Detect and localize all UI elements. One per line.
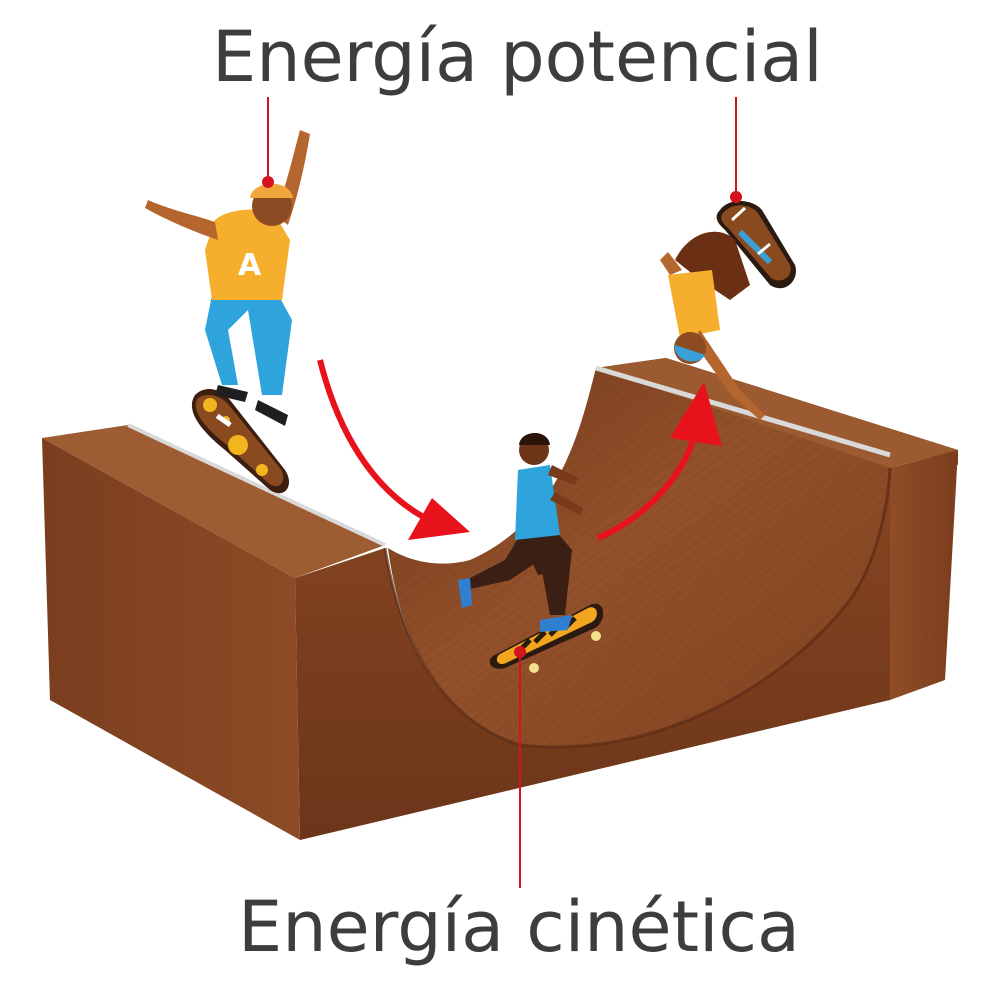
ramp-bowl-edge	[383, 467, 892, 749]
ramp-right-coping	[595, 365, 891, 458]
helmet-right-icon	[674, 345, 705, 362]
ramp-left-deck-top	[42, 425, 385, 578]
skater-top-right	[660, 201, 796, 420]
skateboard-right	[716, 201, 796, 289]
pointer-dot-bottom	[514, 646, 526, 658]
potential-energy-label: Energía potencial	[212, 16, 823, 98]
ramp-left-coping	[127, 423, 386, 547]
pointer-dot-right	[730, 191, 742, 203]
ramp-right-side	[890, 450, 958, 700]
motion-arrows	[317, 359, 722, 541]
kinetic-energy-label: Energía cinética	[238, 886, 800, 968]
arrow-down-into-ramp	[317, 359, 442, 528]
helmet-icon	[250, 183, 293, 198]
label-pointers	[262, 97, 742, 888]
halfpipe-ramp	[42, 358, 958, 840]
pointer-dot-left	[262, 176, 274, 188]
ramp-front-face	[295, 468, 890, 840]
arrow-up-head	[670, 382, 722, 446]
ramp-right-deck-top	[596, 358, 958, 468]
skateboard-left	[191, 388, 290, 494]
skater-top-left: A	[145, 130, 310, 494]
shirt-letter: A	[238, 248, 262, 283]
ramp-left-side	[42, 438, 300, 840]
arrow-down-head	[408, 498, 470, 540]
